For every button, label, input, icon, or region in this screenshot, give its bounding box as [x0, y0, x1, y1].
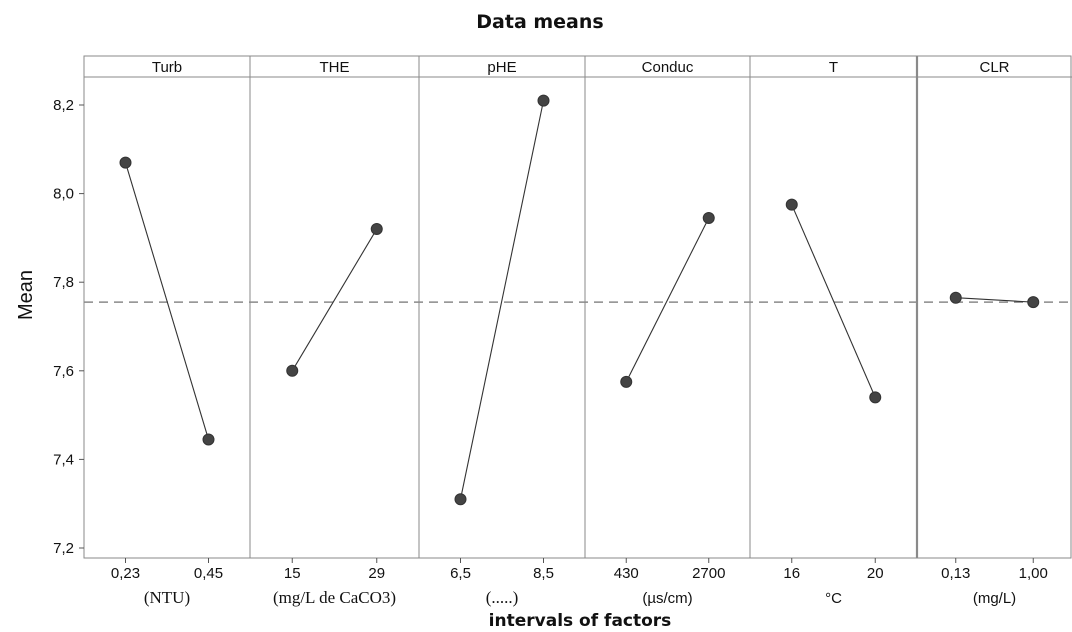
main-effect-line	[291, 228, 378, 372]
panel-label-t: T	[829, 59, 838, 76]
x-tick-label: 16	[783, 565, 800, 582]
x-tick-label: 29	[368, 565, 385, 582]
plot-frame	[83, 55, 1072, 559]
main-effect-line	[625, 217, 710, 383]
data-point	[620, 375, 633, 388]
x-tick-label: 0,13	[941, 565, 970, 582]
x-tick-label: 1,00	[1019, 565, 1048, 582]
panel-unit-label: (NTU)	[144, 588, 190, 607]
y-tick-label: 8,0	[53, 186, 74, 203]
x-tick-label: 0,45	[194, 565, 223, 582]
panel-unit-label: (mg/L de CaCO3)	[273, 588, 396, 607]
panel-label-turb: Turb	[152, 59, 182, 76]
x-tick-label: 6,5	[450, 565, 471, 582]
panel-label-clr: CLR	[979, 59, 1009, 76]
panel-unit-label: (mg/L)	[973, 590, 1016, 607]
panel-label-conduc: Conduc	[642, 59, 694, 76]
y-tick-label: 8,2	[53, 97, 74, 114]
data-point	[949, 291, 962, 304]
data-point	[119, 156, 132, 169]
data-point	[202, 433, 215, 446]
data-point	[869, 391, 882, 404]
plot-area: 7,2 7,4 7,6 7,8 8,0 8,2 Turb 0,23 0,45(NTU) THE 15…	[53, 55, 1072, 607]
x-tick-label: 8,5	[533, 565, 554, 582]
panel-unit-label: °C	[825, 590, 842, 607]
panel-unit-label: (.....)	[486, 588, 519, 607]
y-tick-label: 7,6	[53, 363, 74, 380]
x-tick-label: 430	[614, 565, 639, 582]
data-point	[537, 94, 550, 107]
data-point	[454, 493, 467, 506]
data-point	[1027, 296, 1040, 309]
main-effect-line	[791, 204, 876, 398]
y-tick-label: 7,2	[53, 540, 74, 557]
main-effect-line	[124, 162, 210, 440]
y-axis-label: Mean	[15, 270, 37, 320]
data-point	[702, 211, 715, 224]
y-tick-label: 7,8	[53, 274, 74, 291]
y-tick-label: 7,4	[53, 451, 74, 468]
data-point	[286, 364, 299, 377]
x-tick-label: 2700	[692, 565, 725, 582]
x-axis-label: intervals of factors	[489, 611, 672, 631]
panel-label-the: THE	[320, 59, 350, 76]
data-point	[785, 198, 798, 211]
data-point	[370, 223, 383, 236]
main-effect-line	[955, 297, 1034, 303]
panel-label-phe: pHE	[487, 59, 516, 76]
panel-unit-label: (µs/cm)	[642, 590, 692, 607]
chart-title: Data means	[476, 11, 603, 33]
x-tick-label: 0,23	[111, 565, 140, 582]
main-effect-line	[459, 100, 545, 500]
x-tick-label: 15	[284, 565, 301, 582]
x-tick-label: 20	[867, 565, 884, 582]
